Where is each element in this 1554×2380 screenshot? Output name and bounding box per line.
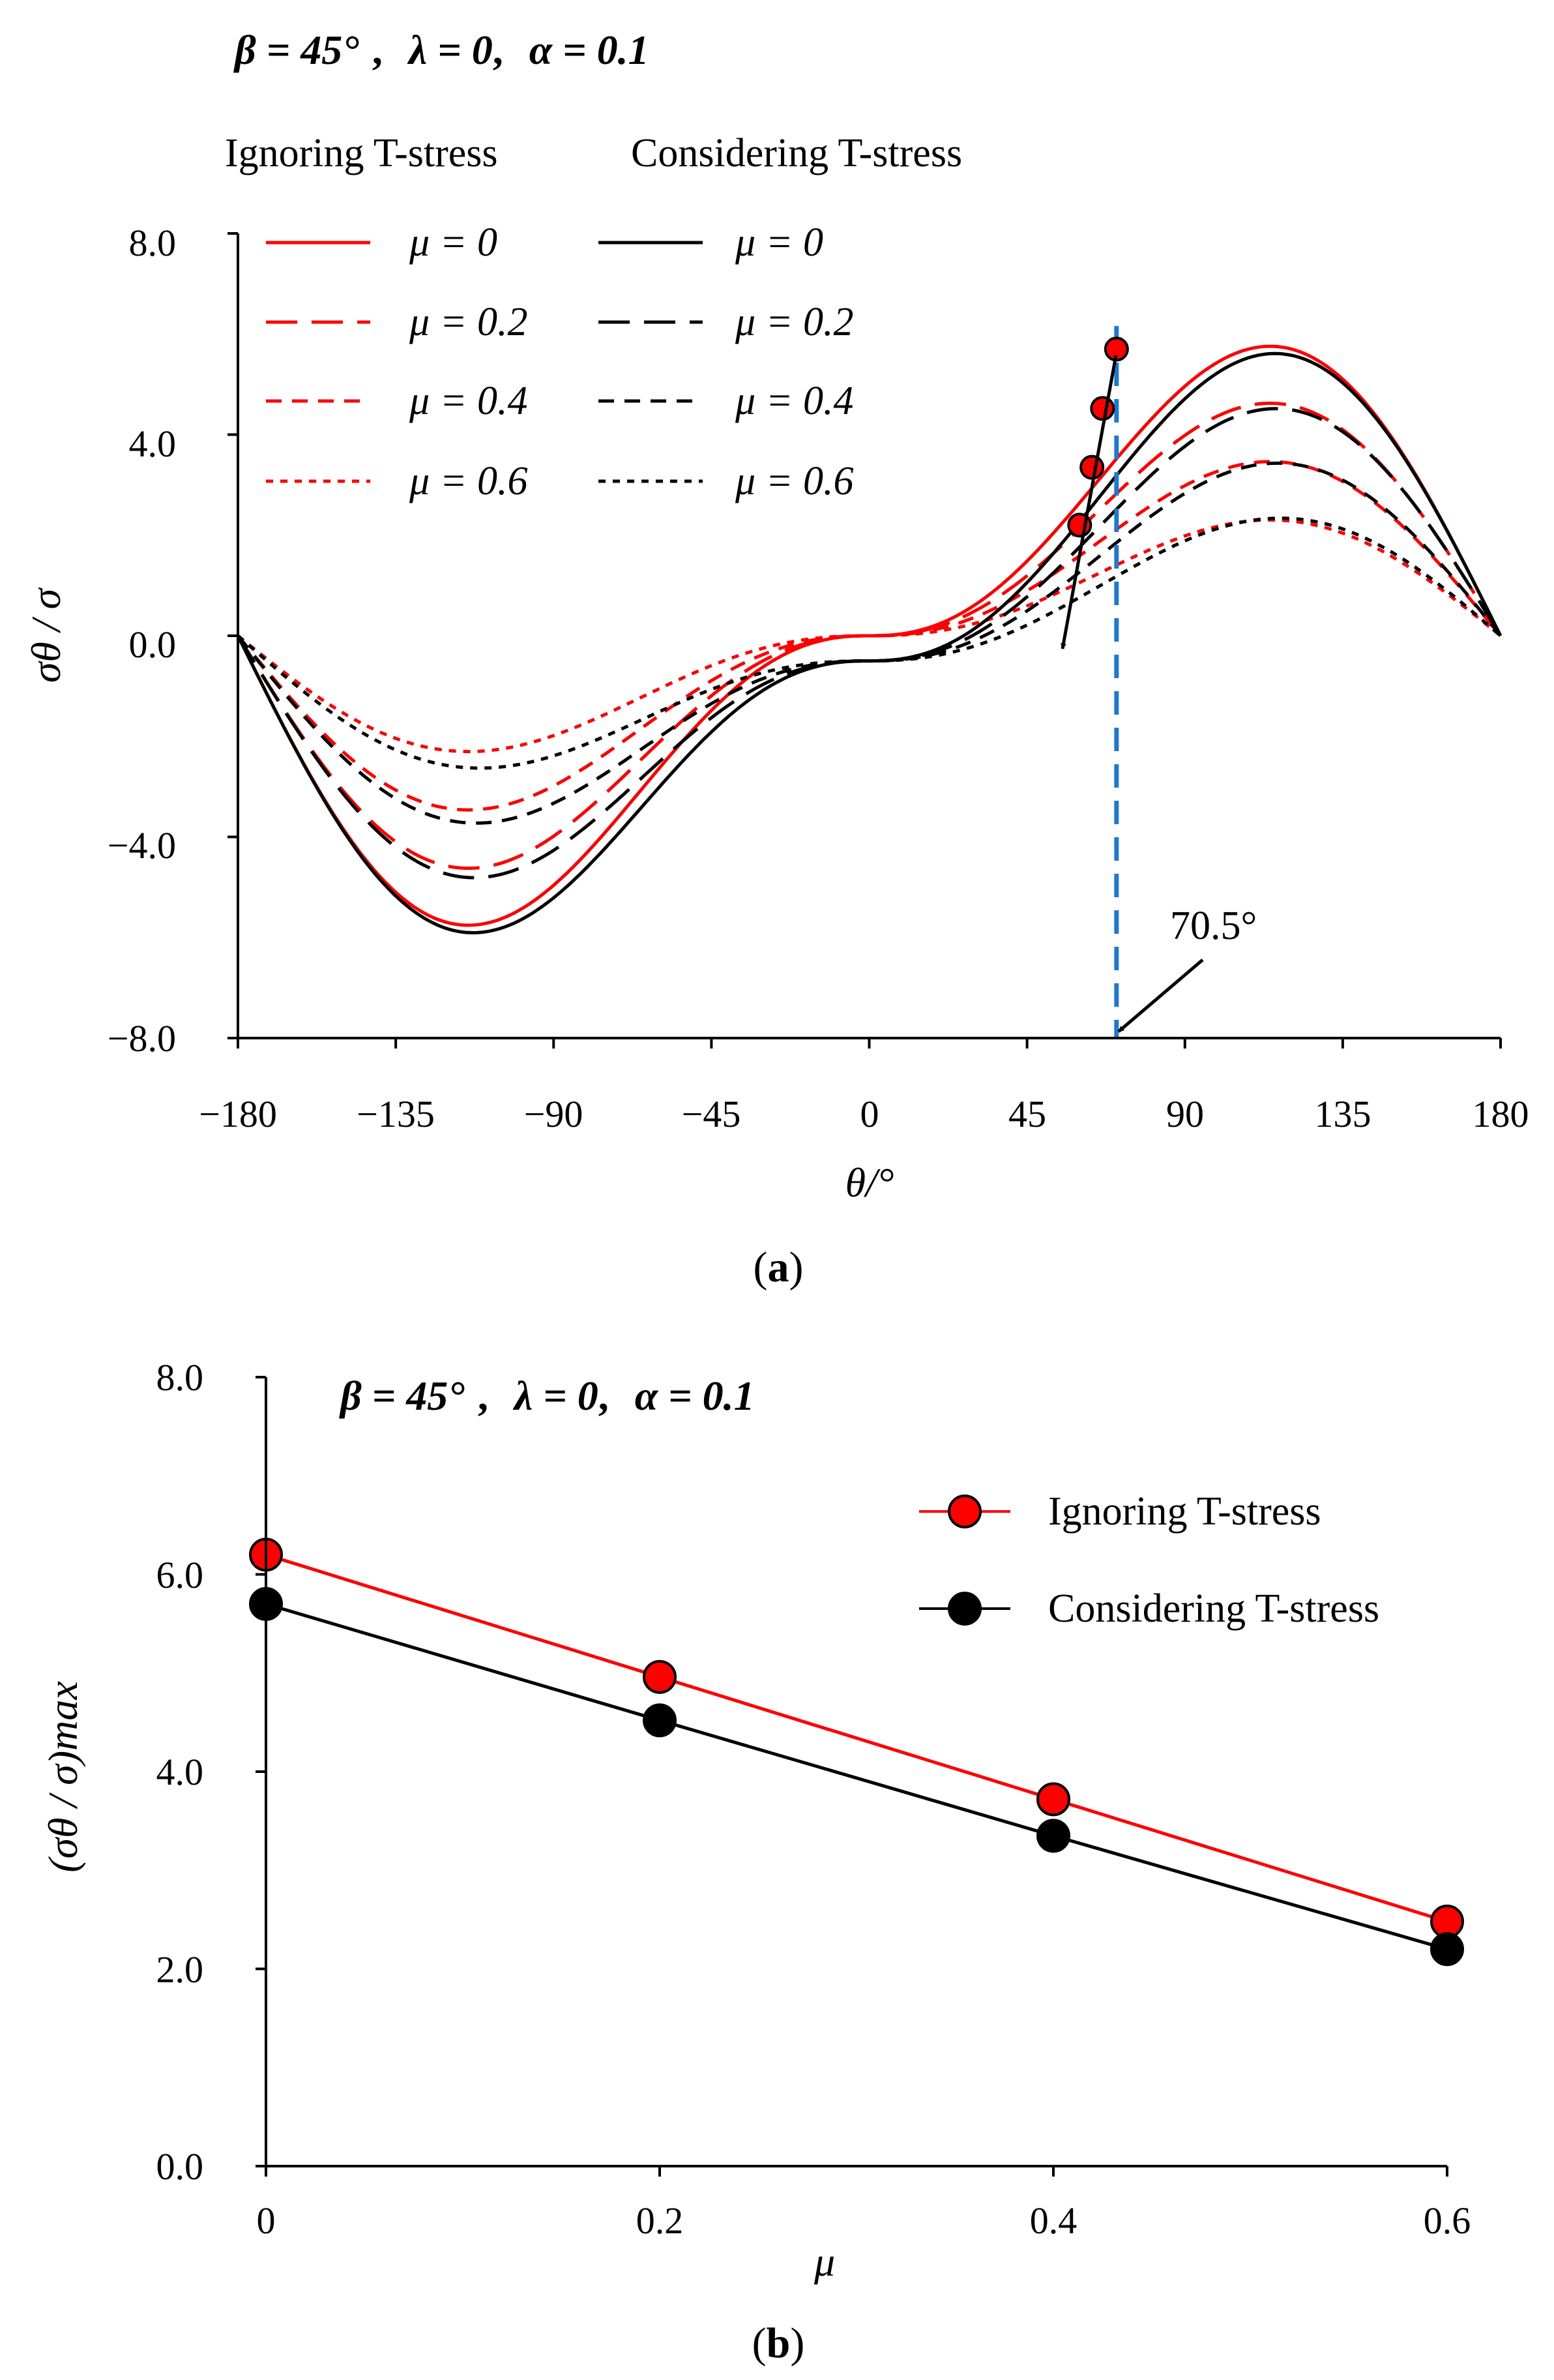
data-point-b-0-2 bbox=[1036, 1782, 1070, 1817]
x-tick-a-0: −180 bbox=[199, 1093, 277, 1135]
data-point-b-1-3 bbox=[1430, 1932, 1464, 1967]
x-tick-b-0: 0 bbox=[257, 2199, 276, 2242]
y-axis-label-a: σθ / σ bbox=[23, 587, 69, 683]
series-line-a-4 bbox=[236, 351, 1503, 935]
legend-a-label-1: μ = 0.2 bbox=[409, 300, 527, 344]
legend-a-label-7: μ = 0.6 bbox=[735, 459, 853, 503]
x-tick-a-5: 45 bbox=[1008, 1093, 1046, 1135]
x-tick-b-2: 0.4 bbox=[1030, 2199, 1078, 2242]
series-line-a-6 bbox=[237, 461, 1502, 825]
series-line-a-5 bbox=[236, 407, 1503, 880]
y-tick-b-0: 8.0 bbox=[156, 1356, 204, 1399]
caption-b: (b) bbox=[752, 2319, 805, 2367]
legend-b-ignoring-marker bbox=[948, 1495, 982, 1528]
series-line-b-1 bbox=[265, 1602, 1448, 1951]
legend-a-label-0: μ = 0 bbox=[409, 220, 497, 265]
series-line-a-2 bbox=[237, 460, 1502, 812]
data-point-b-0-1 bbox=[643, 1659, 677, 1694]
x-tick-a-1: −135 bbox=[357, 1093, 435, 1135]
x-tick-b-1: 0.2 bbox=[636, 2199, 684, 2242]
x-tick-a-6: 90 bbox=[1166, 1093, 1204, 1135]
y-tick-b-3: 2.0 bbox=[156, 1948, 204, 1991]
ticks-b bbox=[256, 1376, 1448, 2177]
legend-header-ignoring: Ignoring T-stress bbox=[225, 131, 498, 175]
data-point-b-1-2 bbox=[1036, 1819, 1070, 1853]
series-line-b-0 bbox=[265, 1553, 1448, 1924]
series-line-a-7 bbox=[237, 516, 1502, 770]
y-tick-b-1: 6.0 bbox=[156, 1554, 204, 1596]
legend-a-label-6: μ = 0.4 bbox=[735, 379, 853, 423]
y-tick-labels-b: 8.0 6.0 4.0 2.0 0.0 bbox=[156, 1356, 204, 2188]
annotation-arrow-a bbox=[1117, 959, 1204, 1033]
y-tick-a-4: −8.0 bbox=[108, 1017, 176, 1060]
x-axis-label-b: μ bbox=[814, 2239, 835, 2285]
legend-b-considering-marker bbox=[948, 1592, 982, 1626]
y-tick-a-2: 0.0 bbox=[129, 623, 177, 666]
y-tick-a-3: −4.0 bbox=[108, 824, 176, 867]
y-tick-a-0: 8.0 bbox=[129, 222, 177, 264]
ticks-a bbox=[227, 232, 1502, 1049]
data-point-b-1-1 bbox=[643, 1703, 677, 1738]
y-tick-b-4: 0.0 bbox=[156, 2145, 204, 2188]
x-axis-label-a: θ/° bbox=[845, 1159, 894, 1206]
x-tick-a-8: 180 bbox=[1473, 1093, 1529, 1135]
legend-b-ignoring-label: Ignoring T-stress bbox=[1048, 1489, 1321, 1534]
panel-a: β = 45°, λ = 0, α = 0.1 Ignoring T-stress … bbox=[23, 27, 1529, 1291]
panel-b: β = 45°, λ = 0, α = 0.1 Ignoring T-stress … bbox=[40, 1356, 1471, 2367]
legend-a-label-4: μ = 0 bbox=[735, 220, 823, 265]
y-tick-labels-a: 8.0 4.0 0.0 −4.0 −8.0 bbox=[108, 222, 176, 1060]
series-lines-b bbox=[265, 1553, 1448, 1951]
trend-arrow-a bbox=[1061, 355, 1118, 649]
x-tick-a-3: −45 bbox=[682, 1093, 741, 1135]
legend-a: μ = 0 μ = 0.2 μ = 0.4 μ = 0.6 μ = 0 μ = 0.2 μ … bbox=[266, 220, 853, 503]
x-tick-a-7: 135 bbox=[1315, 1093, 1371, 1135]
legend-a-label-5: μ = 0.2 bbox=[735, 300, 853, 344]
legend-a-label-3: μ = 0.6 bbox=[409, 459, 527, 503]
legend-a-label-2: μ = 0.4 bbox=[409, 379, 527, 423]
caption-a: (a) bbox=[754, 1243, 804, 1291]
peak-marker-2 bbox=[1079, 454, 1105, 480]
params-b: β = 45°, λ = 0, α = 0.1 bbox=[339, 1373, 755, 1419]
peak-marker-1 bbox=[1090, 396, 1115, 421]
x-tick-labels-a: −180 −135 −90 −45 0 45 90 135 180 bbox=[199, 1093, 1529, 1135]
legend-b-considering-label: Considering T-stress bbox=[1048, 1586, 1379, 1631]
y-tick-b-2: 4.0 bbox=[156, 1751, 204, 1793]
y-axis-label-b: (σθ / σ)max bbox=[40, 1681, 86, 1873]
series-lines-a bbox=[236, 344, 1503, 935]
legend-header-considering: Considering T-stress bbox=[631, 131, 962, 175]
x-tick-labels-b: 0 0.2 0.4 0.6 bbox=[257, 2199, 1471, 2242]
data-points-b bbox=[249, 1538, 1464, 1967]
x-tick-a-4: 0 bbox=[860, 1093, 879, 1135]
legend-b: Ignoring T-stress Considering T-stress bbox=[919, 1489, 1379, 1631]
annotation-70-5: 70.5° bbox=[1170, 904, 1257, 948]
y-tick-a-1: 4.0 bbox=[129, 423, 177, 465]
x-tick-b-3: 0.6 bbox=[1424, 2199, 1471, 2242]
params-a: β = 45°, λ = 0, α = 0.1 bbox=[233, 27, 649, 73]
x-tick-a-2: −90 bbox=[524, 1093, 583, 1135]
